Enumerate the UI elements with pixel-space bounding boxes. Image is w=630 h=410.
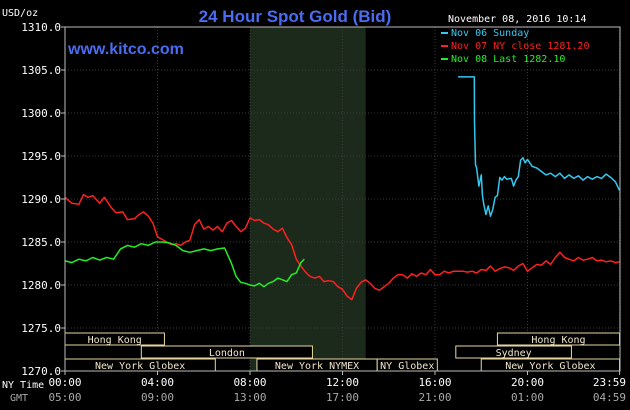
legend: Nov 06 Sunday Nov 07 NY close 1281.20 Nov …: [441, 28, 589, 65]
y-tick-label: 1290.0: [21, 193, 61, 206]
gmt-label: GMT: [10, 393, 28, 404]
legend-label: Nov 07 NY close 1281.20: [451, 41, 589, 52]
x-tick-label-gmt: 05:00: [48, 391, 81, 404]
unit-label: USD/oz: [2, 8, 38, 19]
timestamp: November 08, 2016 10:14: [448, 14, 586, 25]
session-label: Hong Kong: [88, 335, 142, 346]
legend-label: Nov 08 Last 1282.10: [451, 54, 565, 65]
highlighted-session-band: [250, 27, 366, 371]
x-tick-label-ny: 04:00: [141, 376, 174, 389]
watermark: www.kitco.com: [67, 41, 184, 58]
x-tick-label-gmt: 21:00: [418, 391, 451, 404]
x-tick-label-ny: 12:00: [326, 376, 359, 389]
ny-time-label: NY Time: [2, 380, 44, 391]
session-label: NY Globex: [380, 361, 434, 372]
y-tick-label: 1295.0: [21, 150, 61, 163]
x-tick-label-gmt: 13:00: [233, 391, 266, 404]
y-axis-ticks: 1310.0 1305.0 1300.0 1295.0 1290.0 1285.0 1280…: [21, 21, 65, 378]
x-tick-label-gmt: 04:59: [593, 391, 626, 404]
x-axis-ticks: 00:00 05:00 04:00 09:00 08:00 13:00 12:00 17:00…: [48, 371, 626, 404]
y-tick-label: 1285.0: [21, 236, 61, 249]
session-label: New York Globex: [95, 361, 185, 372]
series-line: [458, 76, 621, 217]
legend-label: Nov 06 Sunday: [451, 28, 529, 39]
series-line: [64, 241, 305, 288]
y-tick-label: 1305.0: [21, 64, 61, 77]
session-label: New York Globex: [505, 361, 595, 372]
session-box: [455, 345, 572, 359]
x-tick-label-ny: 20:00: [511, 376, 544, 389]
x-tick-label-ny: 08:00: [233, 376, 266, 389]
session-label: Hong Kong: [531, 335, 585, 346]
x-tick-label-ny: 00:00: [48, 376, 81, 389]
chart-title: 24 Hour Spot Gold (Bid): [199, 7, 392, 26]
x-tick-label-gmt: 09:00: [141, 391, 174, 404]
x-tick-label-ny: 23:59: [593, 376, 626, 389]
y-tick-label: 1270.0: [21, 365, 61, 378]
x-tick-label-gmt: 01:00: [511, 391, 544, 404]
x-tick-label-gmt: 17:00: [326, 391, 359, 404]
session-label: London: [209, 348, 245, 359]
y-tick-label: 1300.0: [21, 107, 61, 120]
price-series: [64, 76, 621, 301]
y-tick-label: 1280.0: [21, 279, 61, 292]
y-tick-label: 1275.0: [21, 322, 61, 335]
y-tick-label: 1310.0: [21, 21, 61, 34]
session-box: [140, 345, 313, 359]
session-label: New York NYMEX: [275, 361, 359, 372]
session-label: Sydney: [496, 348, 532, 359]
x-tick-label-ny: 16:00: [418, 376, 451, 389]
